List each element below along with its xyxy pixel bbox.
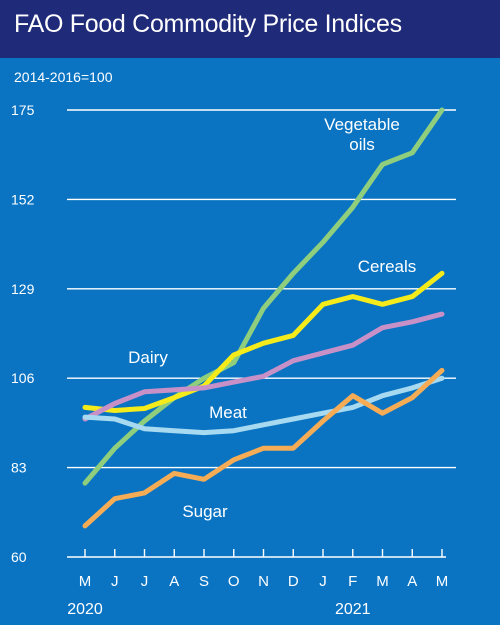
x-tick-label: A	[407, 573, 417, 590]
series-label-line: oils	[349, 135, 375, 154]
y-tick-label: 106	[11, 370, 35, 386]
series-label-line: Cereals	[358, 257, 417, 276]
series-labels: Vegetable oils Cereals Dairy Meat Sugar	[128, 115, 416, 521]
series-label-sugar: Sugar	[182, 502, 228, 521]
y-axis-unit-label: 2014-2016=100	[14, 69, 113, 85]
x-tick-label: J	[319, 573, 327, 590]
y-tick-label: 83	[11, 460, 27, 476]
series-line-meat	[82, 375, 445, 436]
x-tick-label: M	[376, 573, 389, 590]
series-label-line: Meat	[209, 403, 247, 422]
title-bar: FAO Food Commodity Price Indices	[0, 0, 500, 58]
series-label-cereals: Cereals	[358, 257, 417, 276]
series-line-sugar	[82, 367, 445, 529]
x-tick-label: J	[141, 573, 149, 590]
x-tick-label: J	[111, 573, 119, 590]
series-label-line: Vegetable	[324, 115, 400, 134]
gridlines	[67, 109, 456, 469]
x-tick-label: D	[288, 573, 299, 590]
series-line-vegetable-oils	[82, 107, 445, 486]
y-tick-label: 175	[11, 102, 35, 118]
y-tick-label: 129	[11, 281, 35, 297]
x-tick-label: O	[228, 573, 240, 590]
axes: 60 83 106 129 152 175 M J J A S O N D J F M A M 2020 2021	[11, 102, 448, 618]
series-label-vegetable-oils: Vegetable oils	[324, 115, 400, 154]
x-tick-label: M	[79, 573, 92, 590]
y-tick-label: 60	[11, 549, 27, 565]
y-tick-label: 152	[11, 191, 35, 207]
series-label-line: Dairy	[128, 348, 168, 367]
x-tick-label: A	[169, 573, 179, 590]
series-label-line: Sugar	[182, 502, 228, 521]
x-tick-label: N	[258, 573, 269, 590]
series-label-meat: Meat	[209, 403, 247, 422]
year-label: 2020	[67, 601, 103, 618]
x-tick-label: F	[348, 573, 357, 590]
series-label-dairy: Dairy	[128, 348, 168, 367]
series-lines	[82, 107, 445, 529]
series-line-dairy	[82, 311, 445, 422]
x-tick-label: M	[436, 573, 449, 590]
x-tick-label: S	[199, 573, 209, 590]
series-line-cereals	[82, 270, 445, 413]
chart-title: FAO Food Commodity Price Indices	[14, 10, 402, 38]
year-label: 2021	[335, 601, 371, 618]
